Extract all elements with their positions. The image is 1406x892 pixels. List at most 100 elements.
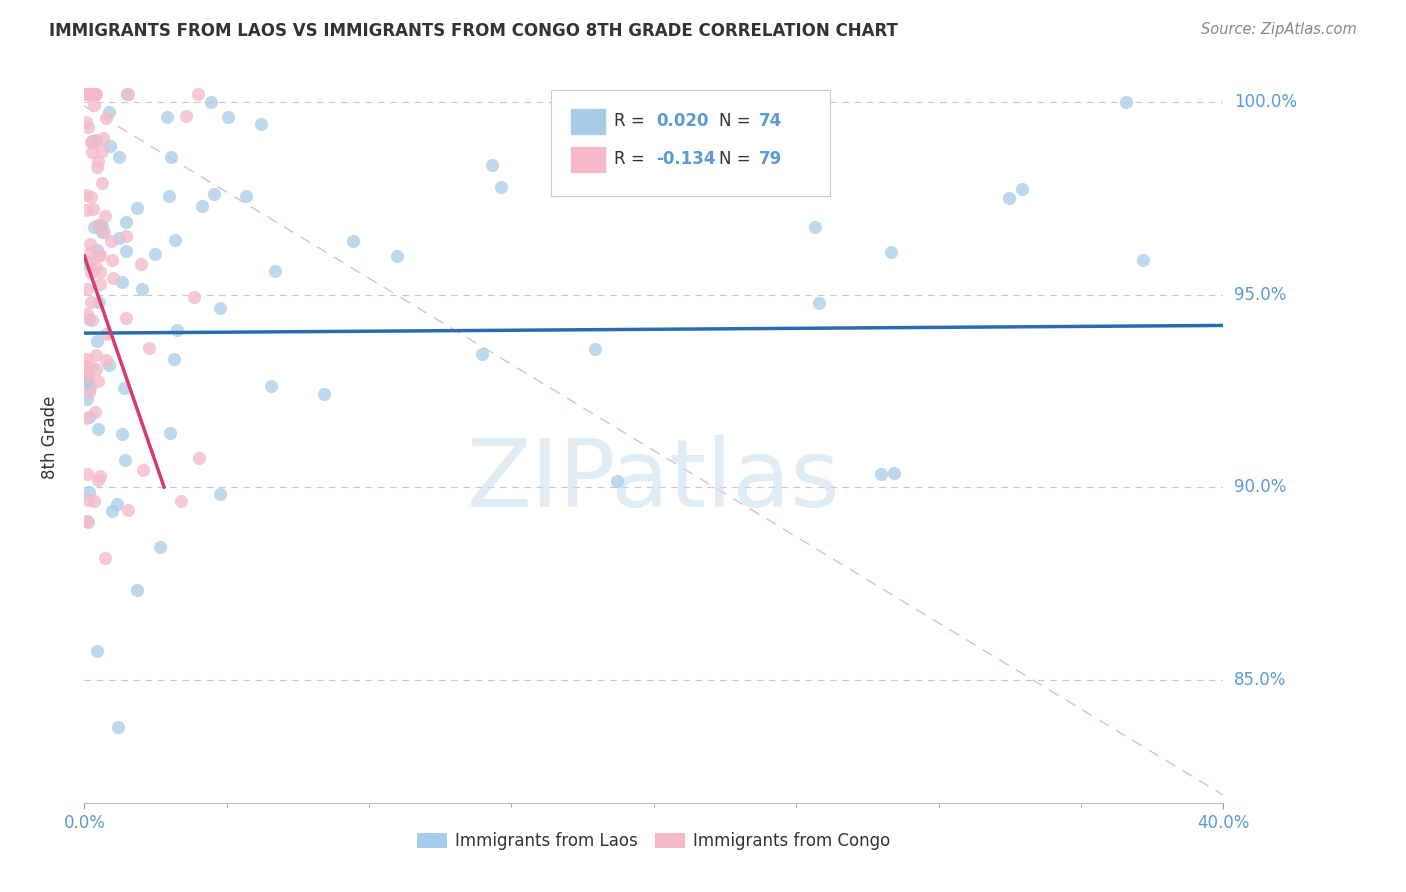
Point [76, 368, 98, 383]
Text: 8th Grade: 8th Grade [41, 395, 59, 479]
Point [75, 359, 97, 373]
Point [149, 541, 172, 555]
Legend: Immigrants from Laos, Immigrants from Congo: Immigrants from Laos, Immigrants from Co… [411, 825, 897, 856]
Point [87, 374, 110, 388]
Point [190, 198, 212, 212]
Point [91, 176, 114, 190]
Point [114, 453, 136, 467]
Point [86, 334, 108, 348]
Point [89, 248, 111, 262]
Point [235, 188, 257, 202]
Point [998, 191, 1021, 205]
Point [101, 253, 124, 268]
Text: N =: N = [718, 112, 755, 130]
Point [84, 87, 107, 102]
Point [489, 180, 512, 194]
Point [83, 219, 105, 234]
Point [117, 503, 139, 517]
Point [132, 463, 155, 477]
Point [260, 379, 283, 393]
Point [115, 87, 138, 102]
Point [82, 313, 104, 327]
Text: 74: 74 [759, 112, 782, 130]
Point [82, 202, 104, 216]
Point [80, 295, 103, 310]
Point [79, 245, 101, 260]
Point [342, 234, 364, 248]
Point [170, 494, 193, 508]
Point [870, 467, 893, 482]
Point [183, 290, 205, 304]
Point [75, 203, 97, 218]
Point [75, 87, 97, 102]
Point [76, 120, 98, 134]
Point [159, 425, 181, 440]
Point [114, 244, 136, 259]
Point [86, 243, 108, 257]
Point [79, 380, 101, 394]
Point [75, 351, 97, 366]
Text: R =: R = [614, 112, 650, 130]
Point [312, 387, 335, 401]
Point [217, 110, 239, 124]
Text: -0.134: -0.134 [657, 150, 716, 168]
Point [96, 352, 118, 367]
Point [84, 361, 107, 376]
Point [75, 115, 97, 129]
Point [83, 136, 105, 150]
Point [79, 236, 101, 251]
Point [83, 87, 105, 102]
Point [97, 105, 120, 120]
Point [208, 487, 231, 501]
Point [112, 381, 135, 395]
Point [91, 225, 114, 239]
Point [80, 87, 103, 102]
Point [166, 323, 188, 337]
Point [97, 358, 120, 372]
Point [101, 271, 124, 285]
Point [606, 474, 628, 488]
Point [80, 359, 103, 374]
Point [76, 307, 98, 321]
Point [82, 135, 104, 149]
Point [187, 87, 209, 102]
FancyBboxPatch shape [551, 90, 831, 195]
Text: 90.0%: 90.0% [1234, 478, 1286, 496]
Point [84, 260, 107, 274]
Point [77, 516, 100, 530]
Point [108, 150, 131, 164]
Point [127, 583, 149, 598]
Text: 85.0%: 85.0% [1234, 671, 1286, 689]
Point [105, 497, 128, 511]
Point [100, 504, 122, 518]
Text: 0.020: 0.020 [657, 112, 709, 130]
Point [94, 111, 117, 125]
Point [93, 226, 115, 240]
Point [77, 493, 100, 508]
Point [87, 422, 110, 436]
Point [79, 254, 101, 268]
Point [143, 247, 166, 261]
Point [76, 376, 98, 390]
Point [263, 264, 285, 278]
Point [83, 493, 105, 508]
Point [91, 131, 114, 145]
Point [94, 209, 117, 223]
Point [202, 186, 225, 201]
Point [84, 87, 107, 102]
Point [84, 405, 107, 419]
Point [75, 411, 97, 425]
Point [481, 158, 503, 172]
Point [385, 249, 408, 263]
Point [583, 342, 606, 356]
Point [156, 110, 179, 124]
Point [803, 219, 825, 234]
Text: IMMIGRANTS FROM LAOS VS IMMIGRANTS FROM CONGO 8TH GRADE CORRELATION CHART: IMMIGRANTS FROM LAOS VS IMMIGRANTS FROM … [49, 22, 898, 40]
Point [111, 427, 134, 442]
Point [80, 135, 103, 149]
Point [89, 295, 111, 310]
Point [250, 117, 273, 131]
FancyBboxPatch shape [571, 147, 605, 172]
Point [80, 145, 103, 159]
Point [883, 466, 905, 480]
